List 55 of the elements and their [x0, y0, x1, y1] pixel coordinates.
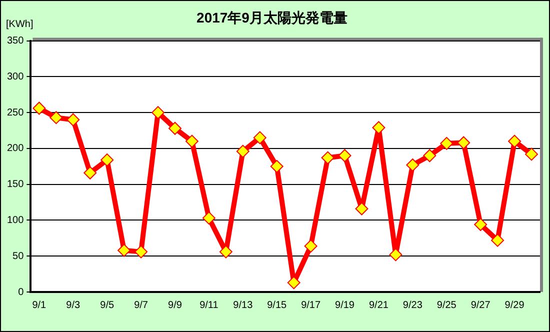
- point: [491, 234, 504, 247]
- x-tick-label: 9/21: [368, 300, 389, 311]
- y-tick-label: 200: [6, 143, 24, 154]
- point: [457, 136, 470, 150]
- point: [118, 244, 131, 257]
- x-tick-label: 9/3: [66, 300, 81, 311]
- x-tick-label: 9/1: [32, 300, 47, 311]
- point: [304, 240, 318, 253]
- y-axis-title: [KWh]: [6, 18, 34, 30]
- point: [84, 166, 97, 180]
- point: [219, 245, 232, 258]
- x-tick-label: 9/5: [100, 300, 114, 311]
- point: [440, 136, 454, 150]
- point: [152, 106, 165, 120]
- x-tick-label: 9/7: [134, 300, 148, 311]
- x-tick-label: 9/9: [168, 300, 182, 311]
- point: [423, 149, 436, 162]
- x-tick-label: 9/29: [504, 300, 525, 311]
- y-tick-label: 300: [6, 71, 24, 82]
- point: [236, 144, 250, 158]
- point: [525, 148, 538, 161]
- y-tick-label: 350: [6, 36, 24, 47]
- point: [168, 122, 182, 135]
- x-tick-label: 9/15: [267, 300, 288, 311]
- point: [508, 134, 522, 148]
- point: [406, 158, 420, 172]
- point: [270, 160, 284, 173]
- point: [474, 218, 488, 232]
- point: [202, 212, 216, 225]
- x-tick-label: 9/23: [402, 300, 423, 311]
- point: [134, 245, 148, 258]
- point: [100, 153, 114, 166]
- x-tick-label: 9/27: [470, 300, 491, 311]
- x-tick-label: 9/13: [233, 300, 254, 311]
- y-tick-label: 50: [12, 250, 24, 262]
- x-tick-label: 9/25: [436, 300, 457, 311]
- point: [372, 121, 386, 134]
- y-tick-label: 0: [18, 286, 24, 298]
- point: [253, 131, 266, 144]
- point: [389, 248, 402, 262]
- point: [185, 134, 198, 148]
- point: [338, 149, 352, 162]
- x-tick-label: 9/17: [301, 300, 321, 311]
- point: [50, 111, 63, 124]
- point: [66, 113, 80, 126]
- y-tick-label: 250: [6, 107, 24, 118]
- point: [321, 151, 334, 164]
- chart-title: 2017年9月太陽光発電量: [196, 9, 348, 26]
- point: [32, 102, 46, 115]
- x-tick-label: 9/11: [200, 300, 219, 311]
- y-tick-label: 100: [6, 214, 24, 226]
- x-tick-label: 9/19: [335, 300, 355, 311]
- point: [355, 202, 368, 216]
- point: [287, 276, 300, 290]
- y-tick-label: 150: [6, 179, 24, 190]
